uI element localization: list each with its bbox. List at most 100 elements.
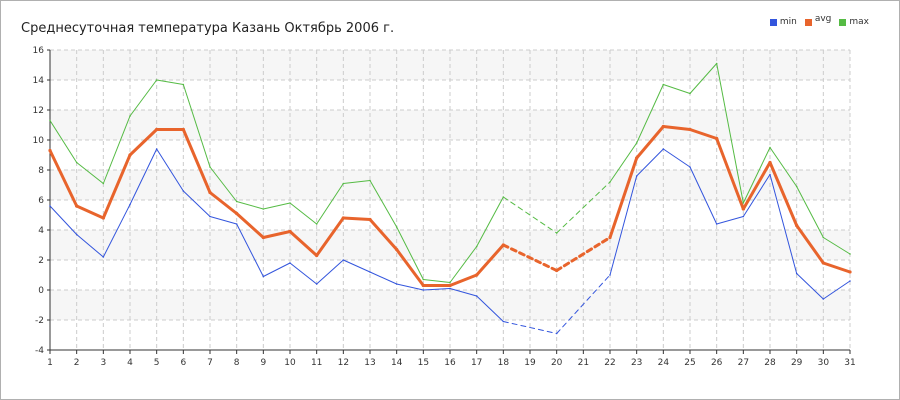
series-max-segment <box>316 183 344 225</box>
series-min-point <box>315 283 318 285</box>
series-min-point <box>102 256 105 258</box>
series-max-point <box>289 202 291 204</box>
series-avg-point <box>155 127 159 132</box>
y-tick-label: 4 <box>38 226 44 236</box>
series-max-segment <box>209 166 238 202</box>
series-min-point <box>209 215 211 218</box>
x-tick-label: 8 <box>234 358 240 368</box>
series-avg-segment <box>608 156 639 239</box>
series-avg-point <box>75 204 79 208</box>
x-tick-label: 15 <box>418 358 429 368</box>
x-tick-label: 23 <box>631 358 642 368</box>
series-min-point <box>635 175 638 177</box>
series-avg-segment <box>48 149 79 208</box>
legend-label-avg: avg <box>814 14 832 24</box>
series-max-point <box>475 245 478 248</box>
x-tick-label: 28 <box>764 358 776 368</box>
series-max-point <box>102 182 105 185</box>
series-max-point <box>635 142 638 144</box>
series-avg-point <box>101 216 105 220</box>
x-tick-label: 12 <box>338 358 349 368</box>
series-min-segment <box>262 262 291 277</box>
series-min-segment <box>689 166 718 225</box>
series-min-point <box>769 173 771 176</box>
series-min-segment <box>636 148 664 177</box>
series-min-segment <box>502 321 558 334</box>
x-tick-label: 18 <box>498 358 510 368</box>
series-max-point <box>849 253 851 255</box>
x-tick-label: 14 <box>391 358 403 368</box>
series-min-segment <box>422 288 451 291</box>
series-min-point <box>555 332 558 335</box>
series-min-point <box>822 298 825 300</box>
series-max-segment <box>662 84 691 94</box>
series-min-point <box>155 148 158 150</box>
series-max-point <box>129 115 131 117</box>
x-tick-label: 7 <box>207 358 213 368</box>
series-max-segment <box>556 181 611 234</box>
series-avg-point <box>715 136 719 141</box>
series-max-point <box>209 166 211 168</box>
series-avg-segment <box>555 236 612 272</box>
series-min-point <box>129 203 131 206</box>
series-min-point <box>502 320 505 323</box>
series-max-point <box>689 92 691 95</box>
series-max-point <box>555 232 558 234</box>
y-tick-label: 2 <box>38 256 44 266</box>
series-avg-point <box>315 253 319 258</box>
series-avg-point <box>288 229 292 234</box>
series-max-point <box>49 119 51 122</box>
series-max-point <box>502 196 505 198</box>
y-tick-label: 10 <box>33 136 45 146</box>
series-min-point <box>742 215 745 218</box>
series-avg-point <box>341 216 345 220</box>
series-min-point <box>75 233 78 236</box>
x-tick-label: 30 <box>818 358 830 368</box>
series-avg-point <box>261 235 265 240</box>
series-min-segment <box>662 148 691 168</box>
series-max-segment <box>182 84 211 168</box>
legend-item-min: min <box>769 17 797 27</box>
x-tick-label: 1 <box>47 358 53 368</box>
series-min-point <box>49 205 51 207</box>
series-min-point <box>369 271 371 273</box>
series-max-segment <box>76 162 104 184</box>
x-tick-label: 20 <box>551 358 563 368</box>
series-min-segment <box>156 148 184 192</box>
series-avg-point <box>768 160 772 165</box>
series-max-point <box>155 79 158 81</box>
series-avg-point <box>448 283 452 288</box>
series-avg-segment <box>395 248 425 287</box>
series-avg-segment <box>75 204 105 220</box>
series-min-segment <box>209 216 238 225</box>
series-min-point <box>689 166 691 168</box>
series-min-point <box>475 295 478 297</box>
series-avg-segment <box>341 216 372 221</box>
y-tick-label: -2 <box>35 316 44 326</box>
y-tick-label: 0 <box>38 286 44 296</box>
series-avg-segment <box>181 128 212 194</box>
series-min-segment <box>49 205 78 235</box>
series-min-segment <box>289 262 318 285</box>
y-tick-label: 16 <box>33 46 45 56</box>
series-min-point <box>795 272 798 275</box>
series-max-point <box>822 236 825 239</box>
series-avg-point <box>555 268 559 273</box>
series-avg-segment <box>288 230 319 257</box>
series-avg-segment <box>235 212 265 239</box>
y-tick-label: -4 <box>35 346 44 356</box>
chart-title: Среднесуточная температура Казань Октябр… <box>21 21 395 36</box>
series-avg-segment <box>208 191 239 215</box>
series-min-point <box>262 275 265 278</box>
legend-label-max: max <box>849 17 869 27</box>
x-tick-label: 3 <box>100 358 106 368</box>
x-tick-label: 13 <box>364 358 375 368</box>
series-max-point <box>342 182 345 185</box>
series-avg-point <box>48 148 52 153</box>
x-tick-label: 11 <box>311 358 322 368</box>
series-avg-segment <box>715 137 745 211</box>
series-max-segment <box>476 196 504 247</box>
series-avg-point <box>368 217 372 222</box>
series-min-point <box>395 283 398 285</box>
